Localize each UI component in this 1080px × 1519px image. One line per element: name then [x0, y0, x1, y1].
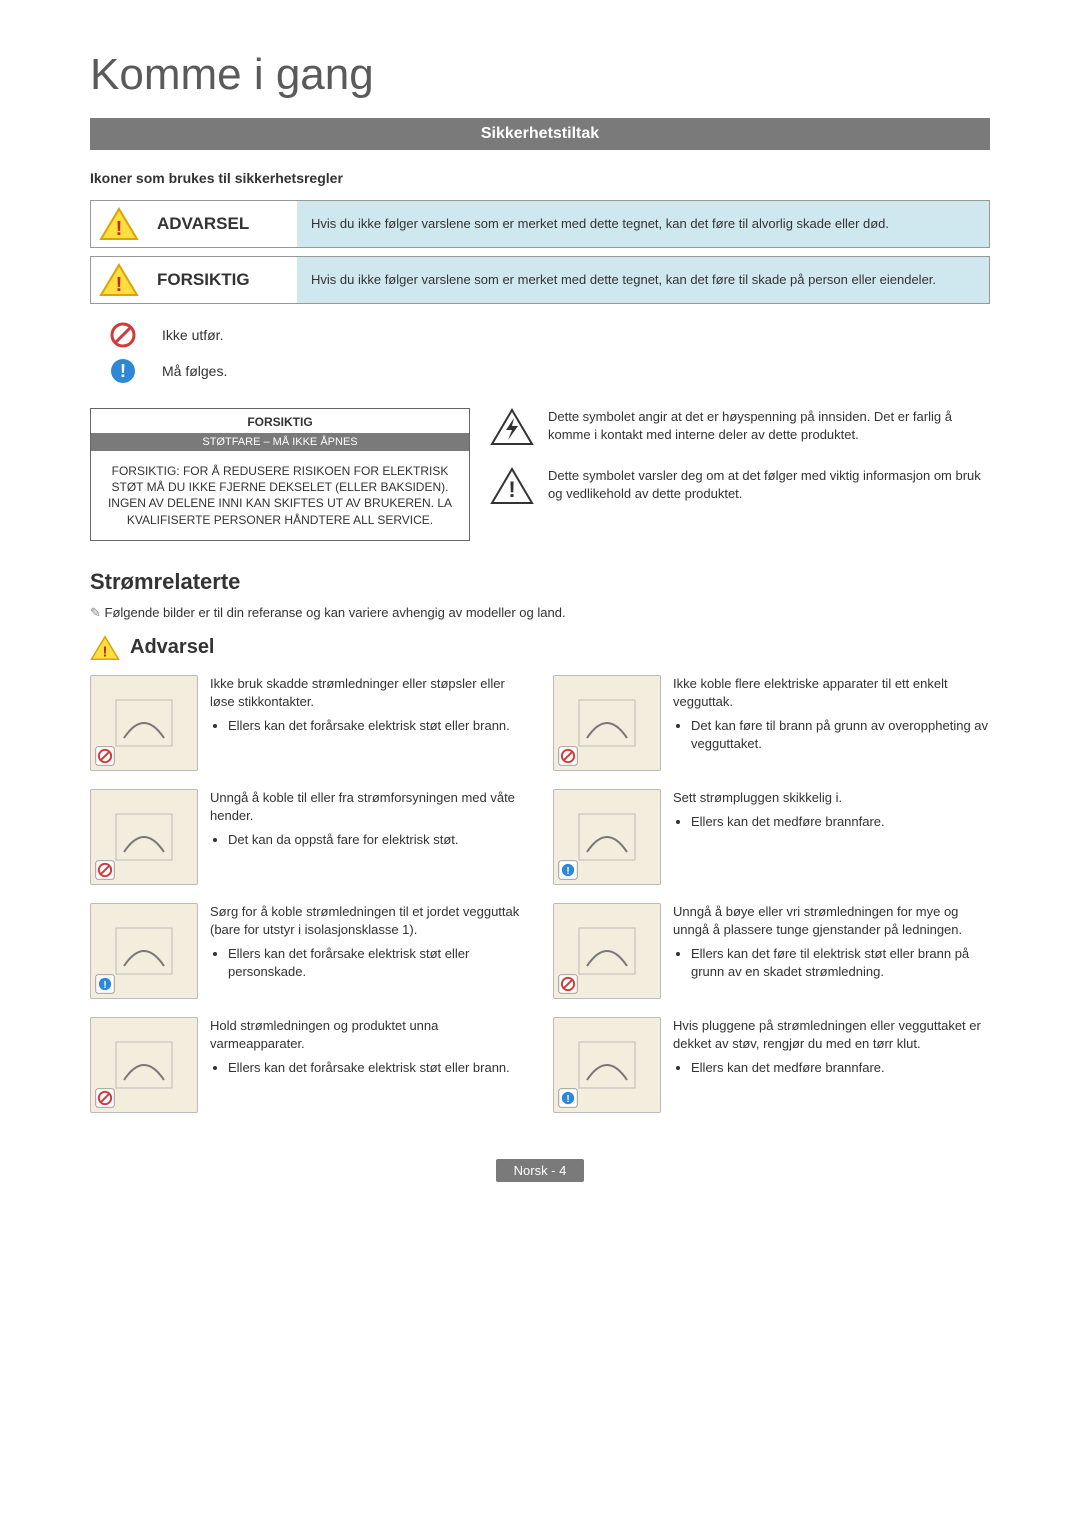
caution-box-body: FORSIKTIG: FOR Å REDUSERE RISIKOEN FOR E… — [91, 451, 469, 540]
caution-triangle-icon: ! — [99, 263, 139, 297]
warning-item-bullet: Ellers kan det føre til elektrisk støt e… — [691, 945, 990, 981]
legend-caution-desc: Hvis du ikke følger varslene som er merk… — [297, 257, 989, 303]
symbol-highvoltage-text: Dette symbolet angir at det er høyspenni… — [548, 408, 990, 451]
warning-item-lead: Ikke koble flere elektriske apparater ti… — [673, 675, 990, 711]
warning-item-bullet: Ellers kan det forårsake elektrisk støt … — [228, 1059, 527, 1077]
legend-warning-label: ADVARSEL — [147, 201, 297, 247]
warning-item-bullets: Ellers kan det medføre brannfare. — [691, 813, 885, 831]
warning-item-thumb — [90, 789, 198, 885]
legend-must: ! Må følges. — [110, 358, 990, 384]
legend-warning-desc: Hvis du ikke følger varslene som er merk… — [297, 201, 989, 247]
svg-text:!: ! — [566, 866, 569, 877]
warning-item-lead: Sett strømpluggen skikkelig i. — [673, 789, 885, 807]
caution-box: FORSIKTIG STØTFARE – MÅ IKKE ÅPNES FORSI… — [90, 408, 470, 541]
highvoltage-icon — [490, 408, 534, 451]
prohibit-badge-icon — [95, 860, 115, 880]
warning-item-bullet: Ellers kan det forårsake elektrisk støt … — [228, 945, 527, 981]
warning-item-lead: Ikke bruk skadde strømledninger eller st… — [210, 675, 527, 711]
symbol-info-text: Dette symbolet varsler deg om at det føl… — [548, 467, 990, 510]
warning-item-bullets: Ellers kan det medføre brannfare. — [691, 1059, 990, 1077]
power-section-heading: Advarsel — [130, 636, 215, 659]
svg-text:!: ! — [103, 643, 108, 660]
page-footer: Norsk - 4 — [90, 1159, 990, 1182]
warning-item-bullets: Ellers kan det forårsake elektrisk støt … — [228, 717, 527, 735]
warning-item: ! Sett strømpluggen skikkelig i. Ellers … — [553, 789, 990, 885]
symbol-info: ! Dette symbolet varsler deg om at det f… — [490, 467, 990, 510]
warning-item-bullets: Det kan føre til brann på grunn av overo… — [691, 717, 990, 753]
warning-item: Unngå å koble til eller fra strømforsyni… — [90, 789, 527, 885]
page-title: Komme i gang — [90, 50, 990, 100]
svg-text:!: ! — [508, 477, 515, 502]
footer-text: Norsk - 4 — [496, 1159, 585, 1182]
warning-item-lead: Unngå å bøye eller vri strømledningen fo… — [673, 903, 990, 939]
prohibit-badge-icon — [558, 746, 578, 766]
prohibit-badge-icon — [95, 746, 115, 766]
svg-text:!: ! — [566, 1094, 569, 1105]
warning-triangle-icon: ! — [99, 207, 139, 241]
warning-item: Unngå å bøye eller vri strømledningen fo… — [553, 903, 990, 999]
warning-item-lead: Sørg for å koble strømledningen til et j… — [210, 903, 527, 939]
caution-box-top: FORSIKTIG — [91, 409, 469, 433]
prohibit-icon — [110, 322, 136, 348]
warning-item-lead: Hold strømledningen og produktet unna va… — [210, 1017, 527, 1053]
warning-item-thumb: ! — [90, 903, 198, 999]
caution-box-bar: STØTFARE – MÅ IKKE ÅPNES — [91, 433, 469, 451]
warning-items-grid: Ikke bruk skadde strømledninger eller st… — [90, 675, 990, 1113]
warning-item-bullets: Ellers kan det føre til elektrisk støt e… — [691, 945, 990, 981]
warning-item-bullet: Det kan føre til brann på grunn av overo… — [691, 717, 990, 753]
svg-text:!: ! — [103, 980, 106, 991]
svg-text:!: ! — [116, 218, 123, 240]
warning-item: Ikke koble flere elektriske apparater ti… — [553, 675, 990, 771]
legend-must-text: Må følges. — [162, 363, 227, 379]
warning-item: Hold strømledningen og produktet unna va… — [90, 1017, 527, 1113]
warning-item-thumb — [553, 903, 661, 999]
warning-item-bullets: Ellers kan det forårsake elektrisk støt … — [228, 1059, 527, 1077]
warning-item-thumb: ! — [553, 789, 661, 885]
warning-item-thumb — [90, 1017, 198, 1113]
warning-item-bullet: Ellers kan det forårsake elektrisk støt … — [228, 717, 527, 735]
symbol-highvoltage: Dette symbolet angir at det er høyspenni… — [490, 408, 990, 451]
warning-item-bullets: Ellers kan det forårsake elektrisk støt … — [228, 945, 527, 981]
legend-prohibit: Ikke utfør. — [110, 322, 990, 348]
prohibit-badge-icon — [558, 974, 578, 994]
warning-item-lead: Hvis pluggene på strømledningen eller ve… — [673, 1017, 990, 1053]
must-badge-icon: ! — [95, 974, 115, 994]
warning-item-thumb — [90, 675, 198, 771]
power-section-note: Følgende bilder er til din referanse og … — [90, 605, 990, 621]
warning-triangle-icon: ! — [90, 635, 120, 661]
warning-item-thumb — [553, 675, 661, 771]
warning-item: ! Hvis pluggene på strømledningen eller … — [553, 1017, 990, 1113]
section-banner: Sikkerhetstiltak — [90, 118, 990, 150]
warning-item-bullet: Det kan da oppstå fare for elektrisk stø… — [228, 831, 527, 849]
legend-prohibit-text: Ikke utfør. — [162, 327, 223, 343]
legend-warning-row: ! ADVARSEL Hvis du ikke følger varslene … — [90, 200, 990, 248]
prohibit-badge-icon — [95, 1088, 115, 1108]
svg-text:!: ! — [120, 361, 126, 381]
must-badge-icon: ! — [558, 860, 578, 880]
warning-item: Ikke bruk skadde strømledninger eller st… — [90, 675, 527, 771]
icons-subhead: Ikoner som brukes til sikkerhetsregler — [90, 170, 990, 186]
legend-caution-row: ! FORSIKTIG Hvis du ikke følger varslene… — [90, 256, 990, 304]
warning-item-bullets: Det kan da oppstå fare for elektrisk stø… — [228, 831, 527, 849]
warning-item-thumb: ! — [553, 1017, 661, 1113]
must-icon: ! — [110, 358, 136, 384]
info-triangle-icon: ! — [490, 467, 534, 510]
warning-item-lead: Unngå å koble til eller fra strømforsyni… — [210, 789, 527, 825]
must-badge-icon: ! — [558, 1088, 578, 1108]
warning-item: ! Sørg for å koble strømledningen til et… — [90, 903, 527, 999]
warning-item-bullet: Ellers kan det medføre brannfare. — [691, 1059, 990, 1077]
svg-text:!: ! — [116, 274, 123, 296]
warning-item-bullet: Ellers kan det medføre brannfare. — [691, 813, 885, 831]
power-section-title: Strømrelaterte — [90, 569, 990, 595]
legend-caution-label: FORSIKTIG — [147, 257, 297, 303]
